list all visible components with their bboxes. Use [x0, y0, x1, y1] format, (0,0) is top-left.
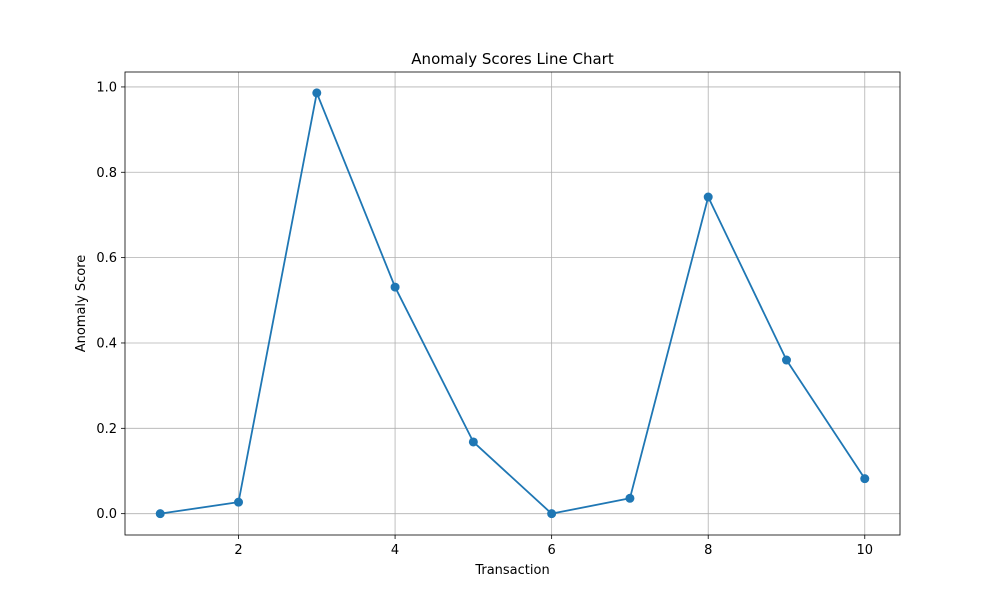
x-tick-label: 6 — [548, 543, 556, 558]
series-layer — [155, 88, 870, 519]
data-point — [547, 509, 557, 519]
series-line — [160, 92, 866, 515]
y-tick-label: 0.8 — [96, 166, 117, 181]
data-point — [468, 437, 478, 447]
y-tick-label: 0.4 — [96, 336, 117, 351]
data-point — [703, 192, 713, 202]
data-point — [312, 88, 322, 98]
data-point — [860, 474, 870, 484]
y-tick-label: 0.0 — [96, 507, 117, 522]
x-axis-label: Transaction — [474, 563, 549, 578]
x-tick-label: 8 — [704, 543, 712, 558]
y-tick-label: 0.2 — [96, 422, 117, 437]
x-tick-label: 4 — [391, 543, 399, 558]
chart-title: Anomaly Scores Line Chart — [411, 50, 614, 68]
x-tick-label: 10 — [856, 543, 873, 558]
data-point — [625, 493, 635, 503]
grid-layer — [125, 72, 900, 535]
tick-layer: 2 4 6 8 10 0.0 0.2 0.4 0.6 0.8 1.0 — [96, 80, 873, 558]
plot-frame — [124, 71, 901, 536]
data-point — [155, 509, 165, 519]
data-point — [234, 497, 244, 507]
y-tick-label: 1.0 — [96, 80, 117, 95]
y-tick-label: 0.6 — [96, 251, 117, 266]
data-point — [781, 355, 791, 365]
x-tick-label: 2 — [234, 543, 242, 558]
y-axis-label: Anomaly Score — [74, 255, 89, 353]
data-point — [390, 282, 400, 292]
